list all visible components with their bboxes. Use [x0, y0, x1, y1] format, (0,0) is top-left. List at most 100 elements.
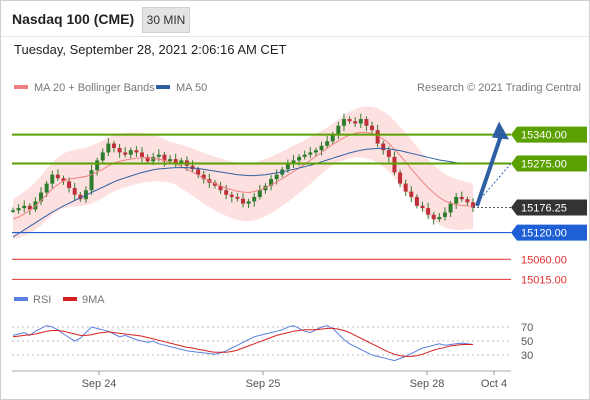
- candle-body: [123, 152, 128, 155]
- candle-body: [78, 194, 83, 200]
- ma20-line: [12, 131, 474, 220]
- level-label-3: 15120.00: [521, 228, 567, 240]
- candle-body: [448, 203, 453, 213]
- candle-body: [297, 156, 302, 161]
- candle-body: [95, 160, 100, 171]
- timestamp: Tuesday, September 28, 2021 2:06:16 AM C…: [14, 42, 287, 57]
- candle-body: [381, 143, 386, 151]
- x-tick-label-3: Oct 4: [481, 378, 507, 390]
- candle-body: [156, 154, 161, 157]
- rsi-9ma-line: [12, 327, 473, 357]
- rsi-9ma-legend-label: 9MA: [82, 294, 105, 306]
- candle-body: [302, 154, 307, 157]
- level-label-5: 15015.00: [521, 274, 567, 286]
- candle-body: [291, 160, 296, 164]
- candle-body: [336, 125, 341, 135]
- candle-body: [442, 212, 447, 217]
- candle-body: [235, 196, 240, 199]
- candle-body: [347, 119, 352, 122]
- candle-body: [39, 192, 44, 202]
- x-tick-label-2: Sep 28: [410, 378, 445, 390]
- candle-body: [437, 216, 442, 220]
- rsi-plot-area: 70 50 30: [12, 322, 533, 362]
- candle-body: [61, 178, 66, 182]
- level-badge-2: [511, 199, 587, 216]
- candle-body: [111, 143, 116, 148]
- candle-body: [44, 183, 49, 193]
- timeframe-button[interactable]: 30 MIN: [142, 7, 190, 33]
- candle-body: [241, 198, 245, 204]
- candle-body: [386, 150, 391, 157]
- candle-body: [50, 174, 55, 184]
- widget-header: Nasdaq 100 (CME) 30 MIN: [1, 1, 589, 37]
- candle-body: [173, 159, 178, 164]
- candle-body: [403, 183, 408, 192]
- candle-body: [364, 119, 369, 126]
- candle-body: [358, 119, 363, 124]
- candle-body: [431, 214, 436, 220]
- candle-body: [274, 174, 279, 180]
- candle-body: [179, 160, 184, 164]
- rsi-legend-label: RSI: [33, 294, 51, 306]
- credit-label: Research © 2021 Trading Central: [417, 82, 581, 94]
- candle-body: [55, 174, 60, 179]
- ma50-legend-label: MA 50: [176, 82, 207, 94]
- forecast-arrow-shaft: [475, 134, 503, 207]
- candle-body: [162, 154, 167, 162]
- candle-body: [106, 143, 111, 153]
- candle-body: [11, 210, 15, 212]
- header-divider: [1, 36, 589, 37]
- x-tick-label-1: Sep 25: [246, 378, 281, 390]
- candle-body: [459, 196, 464, 200]
- candle-body: [330, 134, 335, 142]
- forecast-arrow-head: [492, 121, 509, 140]
- candle-body: [168, 159, 173, 162]
- candle-body: [224, 190, 229, 195]
- candle-body: [370, 125, 375, 131]
- candle-body: [140, 152, 145, 157]
- rsi-tick-label-50: 50: [521, 336, 533, 348]
- level-label-2: 15176.25: [521, 203, 567, 215]
- candle-body: [145, 156, 150, 162]
- ma20-legend-swatch: [14, 85, 28, 89]
- ma20-legend-label: MA 20 + Bollinger Bands: [34, 82, 155, 94]
- candle-body: [465, 199, 470, 203]
- candle-body: [128, 150, 133, 155]
- bollinger-band: [13, 106, 473, 240]
- candle-body: [313, 150, 318, 153]
- rsi-legend-swatch: [14, 297, 28, 301]
- candle-body: [426, 208, 431, 215]
- candle-body: [22, 205, 27, 209]
- candle-body: [269, 179, 274, 186]
- candle-body: [212, 182, 217, 186]
- price-plot-area: [11, 106, 475, 240]
- rsi-line: [12, 325, 474, 362]
- candle-body: [392, 156, 397, 173]
- candle-body: [246, 201, 251, 204]
- candle-body: [196, 169, 201, 175]
- candle-body: [16, 208, 21, 211]
- candle-body: [471, 202, 475, 208]
- candle-body: [117, 147, 122, 153]
- instrument-title: Nasdaq 100 (CME): [12, 11, 135, 27]
- candle-body: [252, 196, 257, 202]
- rsi-9ma-legend-swatch: [63, 297, 77, 301]
- level-label-1: 15275.00: [521, 159, 567, 171]
- candle-body: [72, 188, 77, 195]
- candle-body: [341, 119, 346, 126]
- rsi-tick-label-70: 70: [521, 322, 533, 334]
- candle-body: [420, 205, 425, 209]
- candle-body: [218, 185, 223, 191]
- candle-body: [257, 190, 262, 197]
- candle-body: [201, 174, 206, 180]
- ma50-legend-swatch: [156, 85, 170, 89]
- candle-body: [89, 170, 94, 191]
- level-label-0: 15340.00: [521, 130, 567, 142]
- candle-body: [398, 172, 403, 184]
- candle-body: [285, 163, 290, 170]
- candle-body: [414, 196, 419, 206]
- candle-body: [409, 191, 414, 197]
- candle-body: [27, 205, 32, 210]
